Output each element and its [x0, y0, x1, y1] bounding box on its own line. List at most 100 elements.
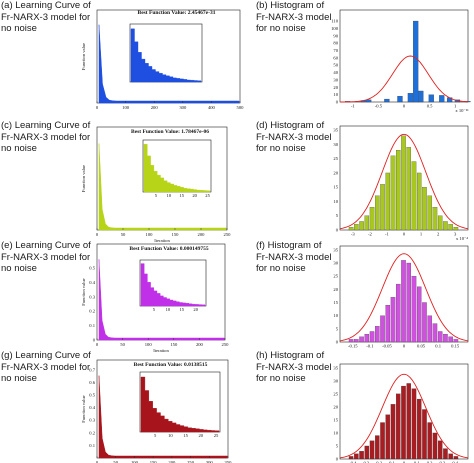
hist-bar [443, 448, 448, 460]
x-tick-label: 0.5 [427, 104, 433, 109]
y-tick-label: 110 [331, 19, 338, 24]
hist-bar [380, 422, 385, 460]
hist-bar [401, 260, 406, 343]
hist-bar [453, 456, 459, 460]
histogram-f: 0 5 10 15 20 25 30 35 -0.15 -0.1 -0.05 0 0.05 0.1 0.15 [333, 245, 469, 349]
plot-title: Best Function Value: 0.0138515 [134, 362, 208, 368]
hist-bar [348, 227, 354, 231]
x-tick-label: 350 [225, 460, 233, 463]
hist-bar [411, 276, 417, 343]
curve-area [98, 375, 228, 459]
inset-area [143, 144, 211, 193]
histogram-d: 0 5 10 15 20 25 30 35 -3 -2 -1 0 1 2 3x 10⁻⁴ [333, 125, 468, 241]
hist-bar [364, 333, 370, 343]
hist-bar [406, 383, 411, 460]
learning-curve-c: Best Function Value: 1.78467e-06 0 50 100 15… [81, 126, 231, 243]
x-tick-label: 150 [170, 342, 178, 347]
x-axis-label: Iteration [153, 348, 169, 353]
caption-e: (e) Learning Curve of Fr-NARX-3 model fo… [1, 240, 91, 275]
hist-bar [437, 331, 443, 343]
y-axis-label: Function value [81, 395, 86, 422]
x-tick-label: -0.2 [375, 461, 383, 463]
y-axis-label: Function value [81, 278, 86, 305]
x-tick-label: -0.4 [349, 461, 357, 463]
x-tick-label: 0 [403, 104, 406, 109]
caption-g: (g) Learning Curve of Fr-NARX-3 model fo… [1, 350, 91, 385]
y-tick-label: 40 [333, 70, 338, 75]
histogram-h: 0 5 10 15 20 25 30 35 -0.4 -0.3 -0.2 -0.1 0 0.1 0.2 0.3… [333, 363, 469, 463]
y-tick-label: 50 [333, 63, 338, 68]
x-tick-label: 0.1 [435, 344, 441, 349]
hist-bar [401, 385, 406, 460]
hist-bar [416, 398, 422, 460]
y-tick-label: 15 [333, 185, 338, 190]
x-tick-label: 3 [454, 232, 457, 237]
fit-curve [339, 373, 469, 459]
y-tick-label: 0.1 [89, 443, 95, 448]
hist-bar [375, 195, 380, 231]
inset-x-tick-label: 10 [166, 307, 171, 312]
hist-bar [432, 207, 438, 231]
hist-bar [354, 453, 359, 460]
inset-plot [129, 23, 203, 83]
y-tick-label: 0 [336, 457, 339, 462]
hist-bar [359, 221, 364, 231]
hist-bar [385, 172, 391, 231]
x-tick-label: 1 [420, 232, 423, 237]
inset-x-tick-label: 5 [155, 193, 158, 198]
y-tick-label: 5 [336, 326, 339, 331]
x-tick-label: 50 [120, 342, 125, 347]
x-tick-label: 0 [96, 460, 99, 463]
x-tick-label: 200 [196, 342, 204, 347]
caption-line: Fr-NARX-3 model for [1, 361, 91, 373]
hist-bar [396, 283, 401, 343]
x-tick-label: 0.15 [451, 344, 460, 349]
y-tick-label: 0.5 [89, 393, 95, 398]
y-tick-label: 25 [333, 391, 338, 396]
inset-x-tick-label: 20 [193, 307, 198, 312]
y-tick-label: 20 [333, 287, 338, 292]
y-tick-label: 5 [336, 213, 339, 218]
x-tick-label: 150 [150, 460, 158, 463]
y-tick-label: 0.3 [89, 418, 95, 423]
inset-area [130, 28, 202, 83]
hist-bar [380, 184, 385, 231]
hist-bar [416, 172, 422, 231]
hist-bar [390, 297, 396, 343]
inset-x-tick-label: 25 [214, 433, 219, 438]
hist-bar [439, 95, 445, 103]
y-tick-label: 0.3 [89, 294, 95, 299]
hist-bar [411, 161, 417, 231]
x-tick-label: 250 [222, 342, 230, 347]
hist-bar [375, 326, 380, 343]
caption-line: Fr-NARX-3 model [256, 11, 332, 23]
y-tick-label: 60 [333, 55, 338, 60]
x-tick-label: -0.05 [382, 344, 392, 349]
x-tick-label: 0 [96, 105, 99, 110]
x-tick-label: 250 [187, 460, 195, 463]
hist-bar [422, 302, 427, 343]
hist-bar [448, 336, 453, 343]
hist-bar [443, 221, 448, 231]
inset-x-tick-label: 20 [199, 433, 204, 438]
x-tick-label: 100 [146, 232, 154, 237]
x-tick-label: 0.4 [452, 461, 458, 463]
x-tick-label: -0.15 [348, 344, 358, 349]
x-tick-label: 200 [198, 232, 206, 237]
plot-title: Best Function Value: 0.000149755 [129, 246, 208, 252]
x-tick-label: 50 [113, 460, 118, 463]
hist-bar [413, 20, 419, 103]
hist-bar [401, 135, 406, 231]
caption-line: no noise [1, 23, 37, 34]
curve-area [98, 143, 227, 231]
caption-line: (c) Learning Curve of [1, 120, 91, 131]
hist-bar [437, 440, 443, 460]
caption-a: (a) Learning Curve of Fr-NARX-3 model fo… [1, 0, 91, 35]
x-tick-label: 0 [403, 461, 406, 463]
caption-f: (f) Histogram of Fr-NARX-3 model for no … [256, 240, 332, 275]
y-tick-label: 35 [333, 128, 338, 133]
hist-bar [359, 451, 364, 460]
x-tick-label: 0 [96, 342, 99, 347]
inset-x-tick-label: 5 [153, 307, 156, 312]
